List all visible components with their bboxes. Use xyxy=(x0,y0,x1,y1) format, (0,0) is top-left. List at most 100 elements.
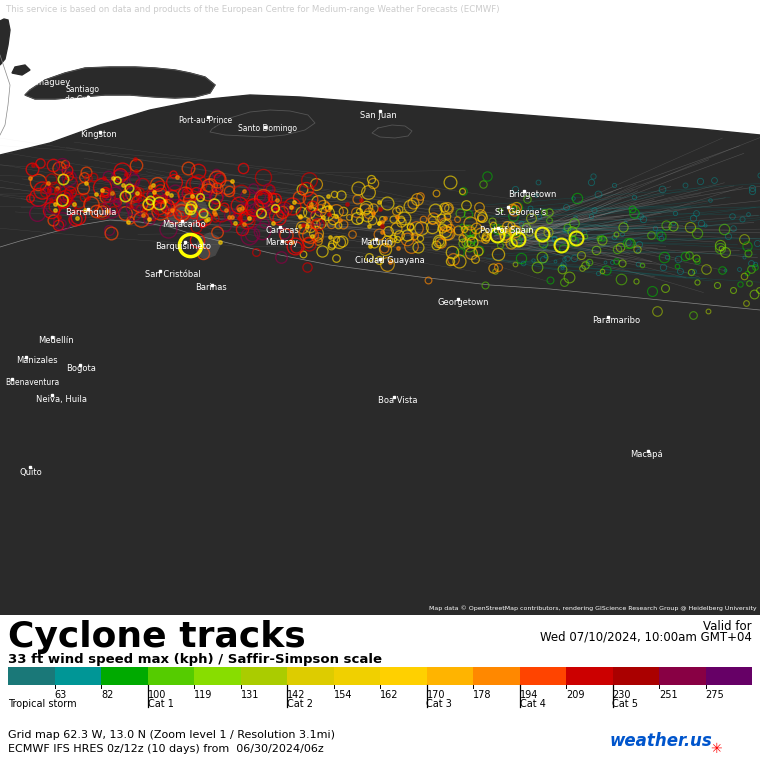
Text: Cat 2: Cat 2 xyxy=(287,699,313,709)
Circle shape xyxy=(466,171,474,179)
Text: Port of Spain: Port of Spain xyxy=(480,226,534,235)
Text: Santo Domingo: Santo Domingo xyxy=(238,124,297,133)
Circle shape xyxy=(489,238,499,248)
Text: 275: 275 xyxy=(705,690,724,700)
Text: Camaguey: Camaguey xyxy=(25,78,70,87)
Text: Bogota: Bogota xyxy=(66,364,96,373)
Polygon shape xyxy=(428,132,440,140)
Polygon shape xyxy=(0,221,760,615)
Bar xyxy=(8,667,55,685)
Text: Georgetown: Georgetown xyxy=(438,298,489,307)
Text: Maracay: Maracay xyxy=(265,238,298,247)
Circle shape xyxy=(447,141,457,151)
Text: Cat 1: Cat 1 xyxy=(147,699,173,709)
Text: Barquisimeto: Barquisimeto xyxy=(155,242,211,251)
Polygon shape xyxy=(196,233,220,259)
Text: Santiago
de Cuba: Santiago de Cuba xyxy=(65,84,99,104)
Polygon shape xyxy=(0,95,760,615)
Circle shape xyxy=(493,249,501,257)
Text: St. George's: St. George's xyxy=(495,208,546,217)
Text: Bridgetown: Bridgetown xyxy=(508,190,556,199)
Text: Medellín: Medellín xyxy=(38,336,74,345)
Text: Barranquilla: Barranquilla xyxy=(65,208,116,217)
Text: Tropical storm: Tropical storm xyxy=(8,699,77,709)
Bar xyxy=(659,667,705,685)
Text: 63: 63 xyxy=(55,690,67,700)
Text: 82: 82 xyxy=(101,690,113,700)
Polygon shape xyxy=(500,313,522,335)
Text: ✳: ✳ xyxy=(710,742,722,756)
Text: Kingston: Kingston xyxy=(80,130,117,139)
Circle shape xyxy=(498,272,508,282)
Circle shape xyxy=(495,260,505,270)
Text: Cat 5: Cat 5 xyxy=(613,699,638,709)
Text: weather.: weather. xyxy=(610,732,692,750)
Text: 209: 209 xyxy=(566,690,584,700)
Text: Port-au-Prince: Port-au-Prince xyxy=(178,116,232,125)
Text: 131: 131 xyxy=(240,690,259,700)
Circle shape xyxy=(469,179,479,189)
Text: 162: 162 xyxy=(380,690,398,700)
Text: Nassau: Nassau xyxy=(33,50,64,59)
Text: 251: 251 xyxy=(659,690,678,700)
Text: Quito: Quito xyxy=(20,468,43,477)
Text: San Juan: San Juan xyxy=(360,111,397,120)
Bar xyxy=(473,667,520,685)
Circle shape xyxy=(479,207,489,217)
Text: Manizales: Manizales xyxy=(16,356,58,365)
Circle shape xyxy=(501,230,511,240)
Text: 178: 178 xyxy=(473,690,492,700)
Bar xyxy=(147,667,194,685)
Circle shape xyxy=(458,155,466,163)
Polygon shape xyxy=(0,160,760,615)
Polygon shape xyxy=(165,200,210,227)
Text: Cat 3: Cat 3 xyxy=(426,699,452,709)
Text: 33 ft wind speed max (kph) / Saffir-Simpson scale: 33 ft wind speed max (kph) / Saffir-Simp… xyxy=(8,653,382,666)
Circle shape xyxy=(486,228,494,236)
Text: Maturin: Maturin xyxy=(360,238,392,247)
Bar xyxy=(334,667,380,685)
Text: 170: 170 xyxy=(426,690,445,700)
Bar xyxy=(520,667,566,685)
Text: 194: 194 xyxy=(520,690,538,700)
Bar xyxy=(566,667,613,685)
Bar xyxy=(194,667,240,685)
Bar xyxy=(380,667,426,685)
Text: Cat 4: Cat 4 xyxy=(520,699,546,709)
Polygon shape xyxy=(118,134,152,146)
Text: Ciudad Guayana: Ciudad Guayana xyxy=(355,256,425,265)
Text: Boa Vista: Boa Vista xyxy=(378,396,417,405)
Text: Grid map 62.3 W, 13.0 N (Zoom level 1 / Resolution 3.1mi): Grid map 62.3 W, 13.0 N (Zoom level 1 / … xyxy=(8,730,335,740)
Text: Map data © OpenStreetMap contributors, rendering GIScience Research Group @ Heid: Map data © OpenStreetMap contributors, r… xyxy=(429,606,757,611)
Text: Neiva, Huila: Neiva, Huila xyxy=(36,395,87,404)
Text: 142: 142 xyxy=(287,690,306,700)
Text: Wed 07/10/2024, 10:00am GMT+04: Wed 07/10/2024, 10:00am GMT+04 xyxy=(540,631,752,644)
Text: This service is based on data and products of the European Centre for Medium-ran: This service is based on data and produc… xyxy=(6,5,499,14)
Text: Valid for: Valid for xyxy=(703,620,752,633)
Text: Maracaibo: Maracaibo xyxy=(162,220,206,229)
Text: Paramaribo: Paramaribo xyxy=(592,316,640,325)
Polygon shape xyxy=(0,19,10,65)
Bar xyxy=(240,667,287,685)
Text: San Cristóbal: San Cristóbal xyxy=(145,270,201,279)
Circle shape xyxy=(484,218,492,226)
Circle shape xyxy=(454,148,462,156)
Bar xyxy=(55,667,101,685)
Bar xyxy=(101,667,147,685)
Text: 230: 230 xyxy=(613,690,631,700)
Bar xyxy=(613,667,659,685)
Text: 154: 154 xyxy=(334,690,352,700)
Text: Caracas: Caracas xyxy=(265,226,299,235)
Circle shape xyxy=(473,189,481,197)
Polygon shape xyxy=(372,125,412,138)
Circle shape xyxy=(463,163,471,171)
Text: Buenaventura: Buenaventura xyxy=(5,378,59,387)
Text: Barinas: Barinas xyxy=(195,283,226,292)
Text: ECMWF IFS HRES 0z/12z (10 days) from  06/30/2024/06z: ECMWF IFS HRES 0z/12z (10 days) from 06/… xyxy=(8,744,324,754)
Polygon shape xyxy=(25,67,215,99)
Polygon shape xyxy=(415,129,428,136)
Text: 100: 100 xyxy=(147,690,166,700)
Bar xyxy=(287,667,334,685)
Text: Cyclone tracks: Cyclone tracks xyxy=(8,620,306,654)
Polygon shape xyxy=(0,253,760,615)
